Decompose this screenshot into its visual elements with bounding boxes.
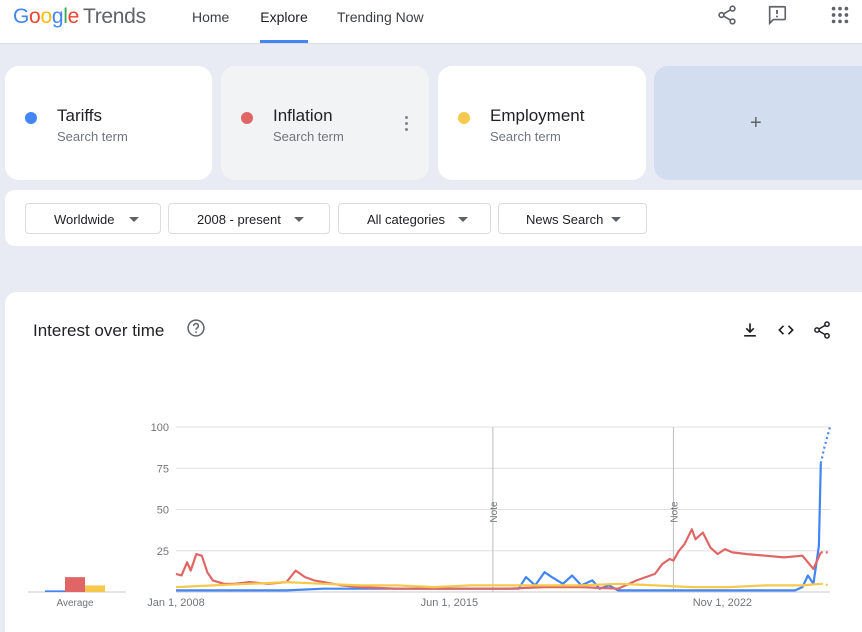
- chevron-down-icon: [129, 217, 139, 222]
- nav-home[interactable]: Home: [192, 9, 230, 25]
- google-trends-logo[interactable]: Google Trends: [13, 5, 146, 29]
- term-color-dot: [458, 112, 470, 124]
- region-dropdown[interactable]: Worldwide: [25, 203, 161, 234]
- category-value: All categories: [367, 212, 446, 227]
- series-line-inflation: [175, 528, 822, 590]
- y-tick-label: 75: [157, 463, 169, 475]
- chevron-down-icon: [611, 217, 621, 222]
- chevron-down-icon: [458, 217, 468, 222]
- share-icon[interactable]: [812, 320, 832, 340]
- average-bar-inflation: [65, 577, 85, 592]
- x-tick-label: Nov 1, 2022: [693, 597, 752, 609]
- term-color-dot: [25, 112, 37, 124]
- panel-title: Interest over time: [33, 321, 165, 340]
- term-color-dot: [241, 112, 253, 124]
- plus-icon: +: [750, 112, 762, 134]
- x-tick-label: Jun 1, 2015: [421, 597, 479, 609]
- average-bar-employment: [85, 585, 105, 592]
- search-property-dropdown[interactable]: News Search: [498, 203, 647, 234]
- logo-google-text: Google: [13, 5, 79, 28]
- filters-bar: Worldwide 2008 - present All categories …: [5, 190, 862, 246]
- period-value: 2008 - present: [197, 212, 281, 227]
- y-tick-label: 50: [157, 505, 169, 517]
- help-icon[interactable]: [186, 318, 206, 338]
- series-line-tariffs: [176, 463, 822, 592]
- average-bar-tariffs: [45, 590, 65, 592]
- average-label: Average: [56, 598, 94, 609]
- region-value: Worldwide: [54, 212, 115, 227]
- share-icon[interactable]: [716, 4, 738, 26]
- chevron-down-icon: [294, 217, 304, 222]
- y-tick-label: 25: [157, 546, 169, 558]
- feedback-icon[interactable]: [766, 4, 788, 26]
- property-value: News Search: [526, 212, 604, 227]
- series-line-employment: [175, 581, 821, 589]
- logo-trends-text: Trends: [82, 5, 146, 28]
- add-comparison-button[interactable]: +: [654, 66, 862, 180]
- top-bar: Google Trends Home Explore Trending Now: [0, 0, 862, 44]
- note-label: Note: [669, 501, 680, 523]
- term-card-inflation[interactable]: Inflation Search term: [221, 66, 429, 180]
- term-name: Employment: [490, 106, 585, 125]
- y-tick-label: 100: [151, 422, 169, 434]
- term-type: Search term: [490, 129, 561, 144]
- embed-icon[interactable]: [776, 320, 796, 340]
- more-options-icon[interactable]: [405, 116, 409, 134]
- term-name: Tariffs: [57, 106, 103, 125]
- nav-trending-now[interactable]: Trending Now: [337, 9, 424, 25]
- term-type: Search term: [57, 129, 128, 144]
- x-tick-label: Jan 1, 2008: [147, 597, 205, 609]
- nav-explore[interactable]: Explore: [260, 9, 308, 43]
- interest-over-time-chart: 100 75 50 25 Jan 1, 2008 Jun 1, 2015 Nov 1, 20…: [28, 422, 832, 609]
- term-type: Search term: [273, 129, 344, 144]
- download-icon[interactable]: [740, 320, 760, 340]
- apps-icon[interactable]: [829, 4, 851, 26]
- period-dropdown[interactable]: 2008 - present: [168, 203, 330, 234]
- term-name: Inflation: [273, 106, 333, 125]
- series-partial-line-employment: [820, 582, 831, 587]
- series-partial-line-tariffs: [819, 426, 832, 464]
- note-label: Note: [489, 501, 500, 523]
- term-card-tariffs[interactable]: Tariffs Search term: [5, 66, 212, 180]
- term-card-employment[interactable]: Employment Search term: [438, 66, 646, 180]
- category-dropdown[interactable]: All categories: [338, 203, 491, 234]
- interest-over-time-panel: Interest over time 100 75 50 25 Jan 1, 2008 J…: [5, 292, 862, 632]
